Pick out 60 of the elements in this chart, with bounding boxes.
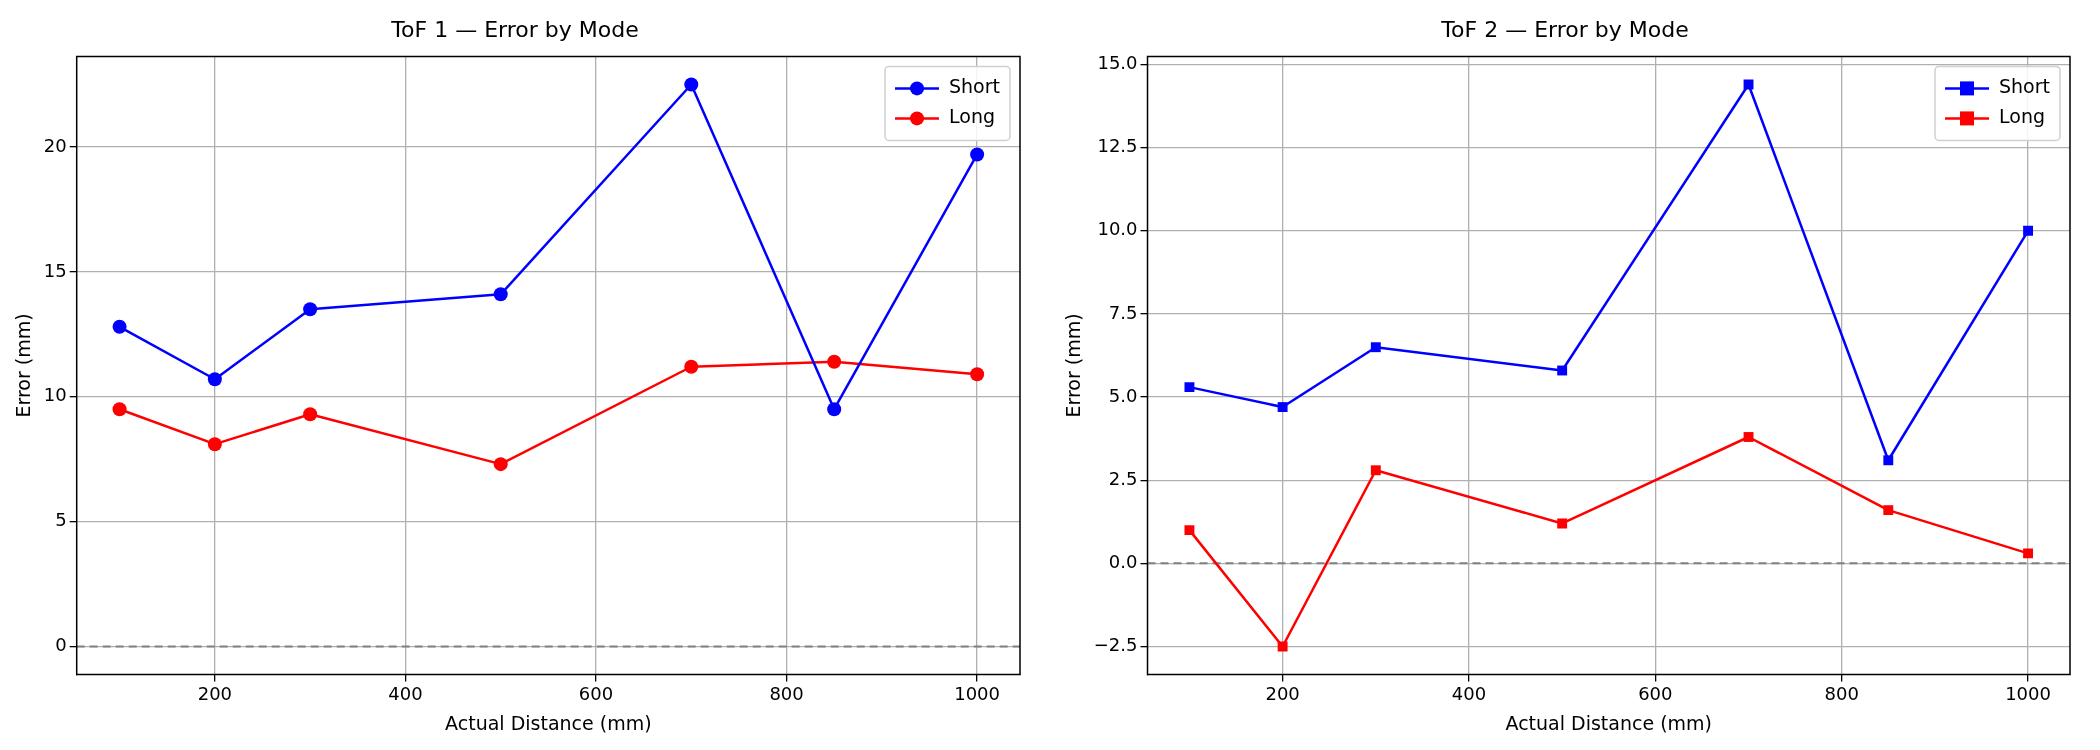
legend-label: Long bbox=[1999, 105, 2045, 128]
y-axis-title: Error (mm) bbox=[1062, 313, 1085, 418]
point bbox=[1370, 465, 1381, 476]
x-tick-label: 200 bbox=[1265, 683, 1300, 705]
x-axis-title: Actual Distance (mm) bbox=[1505, 711, 1713, 734]
point bbox=[2023, 225, 2034, 236]
point bbox=[1883, 505, 1894, 516]
point bbox=[1883, 455, 1894, 466]
y-tick-label: 10.0 bbox=[1097, 218, 1138, 240]
x-tick-label: 800 bbox=[769, 683, 804, 705]
x-tick-label: 1000 bbox=[954, 683, 1001, 705]
point bbox=[207, 372, 222, 387]
y-tick-label: 15.0 bbox=[1097, 52, 1138, 74]
point bbox=[827, 354, 842, 369]
y-axis-title: Error (mm) bbox=[12, 313, 35, 418]
x-tick-label: 600 bbox=[1638, 683, 1673, 705]
point bbox=[1557, 365, 1568, 376]
y-tick-label: 0.0 bbox=[1108, 551, 1138, 573]
y-tick-label: 7.5 bbox=[1108, 301, 1138, 323]
y-tick-label: 2.5 bbox=[1108, 467, 1138, 489]
y-tick-label: −2.5 bbox=[1093, 634, 1138, 656]
point bbox=[1184, 525, 1195, 536]
legend-label: Long bbox=[949, 105, 995, 128]
chart-title: ToF 1 — Error by Mode bbox=[390, 16, 639, 42]
point bbox=[112, 402, 127, 417]
x-tick-label: 400 bbox=[388, 683, 423, 705]
x-tick-label: 400 bbox=[1451, 683, 1487, 705]
point bbox=[1743, 432, 1754, 442]
y-tick-label: 10 bbox=[43, 384, 67, 406]
point bbox=[827, 402, 842, 417]
point bbox=[112, 319, 127, 334]
chart-title: ToF 2 — Error by Mode bbox=[1440, 16, 1689, 42]
legend-label: Short bbox=[1999, 75, 2051, 98]
point bbox=[970, 147, 985, 162]
x-tick-label: 200 bbox=[197, 683, 233, 705]
point bbox=[684, 77, 699, 92]
y-tick-label: 5 bbox=[55, 509, 67, 531]
point bbox=[1557, 518, 1568, 529]
point bbox=[1277, 641, 1288, 652]
point bbox=[1370, 342, 1381, 353]
point bbox=[1184, 382, 1195, 393]
point bbox=[970, 367, 985, 382]
x-tick-label: 1000 bbox=[2005, 683, 2051, 705]
point bbox=[2023, 548, 2034, 559]
point bbox=[303, 302, 318, 317]
point bbox=[207, 437, 222, 452]
point bbox=[493, 457, 508, 472]
legend-label: Short bbox=[949, 75, 1001, 98]
point bbox=[493, 287, 508, 302]
point bbox=[684, 359, 699, 374]
point bbox=[1277, 402, 1288, 413]
y-tick-label: 20 bbox=[43, 134, 67, 156]
y-tick-label: 5.0 bbox=[1108, 384, 1138, 406]
y-tick-label: 0 bbox=[55, 634, 67, 656]
x-axis-title: Actual Distance (mm) bbox=[445, 711, 652, 734]
point bbox=[303, 407, 318, 422]
x-tick-label: 800 bbox=[1824, 683, 1859, 705]
y-tick-label: 12.5 bbox=[1097, 135, 1138, 157]
x-tick-label: 600 bbox=[578, 683, 614, 705]
y-tick-label: 15 bbox=[43, 259, 67, 281]
